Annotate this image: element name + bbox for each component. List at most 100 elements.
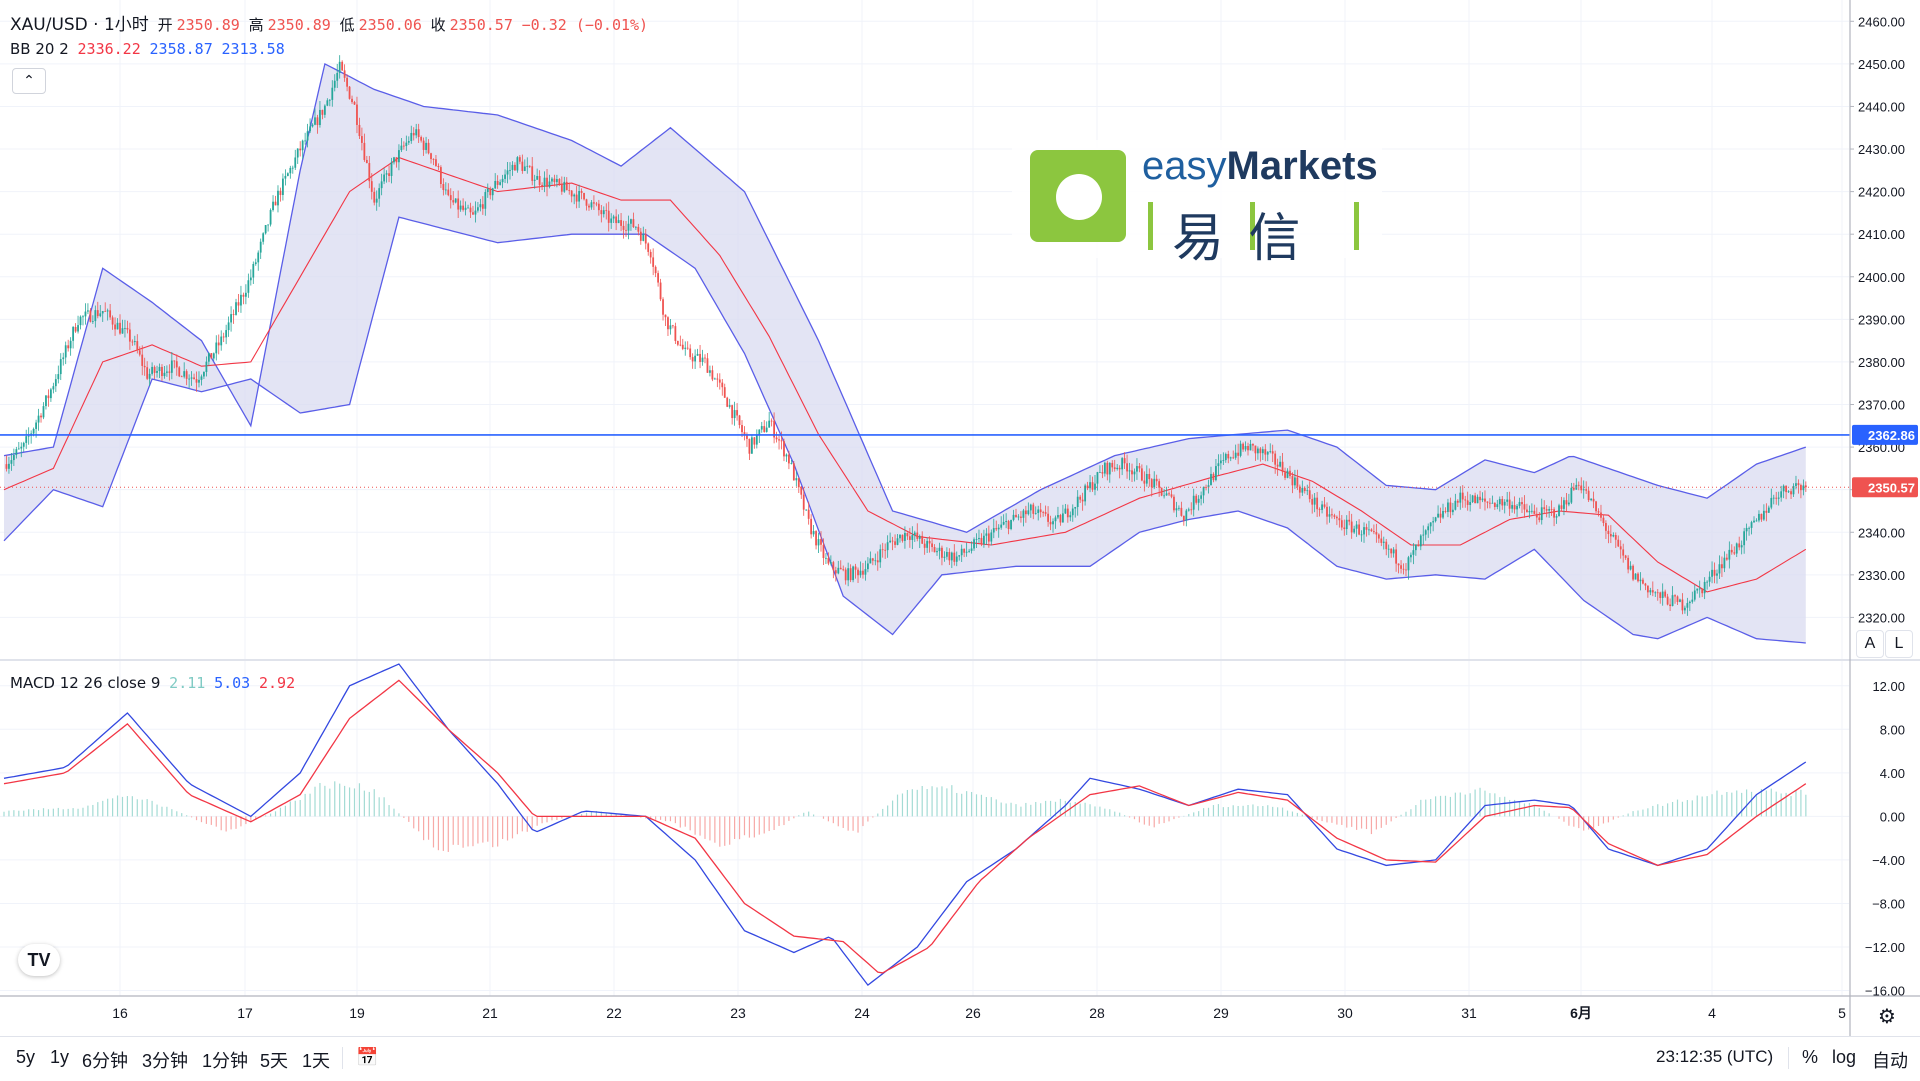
candle <box>770 418 773 427</box>
candle <box>1039 502 1042 518</box>
candle <box>1605 520 1607 539</box>
range-1min[interactable]: 1分钟 <box>202 1051 249 1071</box>
candle <box>1108 462 1111 483</box>
candle <box>523 159 526 172</box>
candle <box>1096 471 1099 491</box>
candle <box>212 352 215 361</box>
candle <box>259 238 262 259</box>
candle <box>230 306 232 332</box>
candle <box>965 542 968 557</box>
range-1d[interactable]: 1天 <box>302 1051 331 1071</box>
candle <box>541 182 543 190</box>
candle <box>412 127 415 141</box>
settings-gear-icon[interactable]: ⚙ <box>1878 1004 1896 1028</box>
candle <box>188 374 191 389</box>
tradingview-logo[interactable]: TV <box>18 944 60 976</box>
percent-toggle[interactable]: % <box>1802 1047 1819 1067</box>
candle <box>849 564 852 583</box>
candle <box>1548 506 1551 518</box>
price-tick-label: 2460.00 <box>1858 14 1905 29</box>
range-6min[interactable]: 6分钟 <box>82 1051 129 1071</box>
price-tick-label: 2320.00 <box>1858 610 1905 625</box>
candle <box>970 541 973 554</box>
clock-time[interactable]: 23:12:35 (UTC) <box>1656 1047 1774 1066</box>
candle <box>595 201 598 207</box>
candle <box>474 201 477 223</box>
candle <box>277 185 279 213</box>
candle <box>1464 495 1467 508</box>
candle <box>326 98 329 107</box>
auto-toggle[interactable]: 自动 <box>1872 1051 1908 1071</box>
calendar-range-icon[interactable]: 📅 <box>356 1047 379 1067</box>
candle <box>1027 502 1030 516</box>
candle <box>153 365 156 380</box>
chart-canvas[interactable]: 2320.002330.002340.002350.002360.002370.… <box>0 0 1920 1036</box>
candle <box>1089 475 1091 493</box>
candle <box>472 205 474 215</box>
bb-legend[interactable]: BB 20 2 2336.22 2358.87 2313.58 <box>10 40 289 58</box>
candle <box>420 135 423 143</box>
candle <box>282 173 284 201</box>
range-5d[interactable]: 5天 <box>260 1051 289 1071</box>
candle <box>257 250 260 271</box>
candle <box>447 183 450 197</box>
candle <box>1168 491 1170 497</box>
collapse-legend-button[interactable]: ⌃ <box>12 68 46 94</box>
candle <box>597 199 600 216</box>
candle <box>1368 520 1370 536</box>
candle <box>222 332 225 343</box>
log-scale-button[interactable]: L <box>1885 630 1913 658</box>
candle <box>1328 506 1331 523</box>
candle <box>985 528 988 545</box>
candle <box>790 459 793 465</box>
candle <box>733 401 736 426</box>
candle <box>284 169 287 186</box>
range-5y[interactable]: 5y <box>16 1047 36 1067</box>
candle <box>1728 541 1731 569</box>
open-label: 开 <box>157 16 173 34</box>
candle <box>309 118 311 134</box>
range-1y[interactable]: 1y <box>50 1047 70 1067</box>
candle <box>521 154 524 174</box>
macd-legend[interactable]: MACD 12 26 close 9 2.11 5.03 2.92 <box>10 674 299 692</box>
candle <box>279 187 282 202</box>
candle <box>1629 561 1632 571</box>
candle <box>240 285 242 313</box>
candle <box>207 352 210 366</box>
candle <box>1646 585 1649 598</box>
candle <box>575 186 578 209</box>
candle <box>538 170 541 192</box>
symbol-title[interactable]: XAU/USD · 1小时 <box>10 15 149 35</box>
range-3min[interactable]: 3分钟 <box>142 1051 189 1071</box>
candle <box>1434 516 1437 523</box>
auto-scale-button[interactable]: A <box>1856 630 1884 658</box>
candle <box>331 80 334 107</box>
time-tick-label: 19 <box>349 1005 365 1021</box>
candle <box>1261 446 1264 460</box>
candle <box>913 530 916 542</box>
candle <box>84 303 87 325</box>
macd-line <box>3 663 1807 987</box>
candle <box>1725 553 1728 561</box>
candle <box>1780 485 1783 502</box>
candle <box>491 187 494 201</box>
candle <box>1432 516 1435 532</box>
candle <box>1224 452 1227 463</box>
candle <box>1414 544 1417 556</box>
candle <box>992 518 995 539</box>
candle <box>1570 482 1573 505</box>
candle <box>262 232 265 245</box>
candle <box>1459 486 1462 510</box>
candle <box>1180 501 1183 517</box>
candle <box>1471 494 1474 504</box>
candle <box>1511 501 1514 513</box>
log-toggle[interactable]: log <box>1832 1047 1857 1067</box>
candle <box>173 360 176 369</box>
candle <box>1153 471 1156 490</box>
candle <box>978 529 980 543</box>
candle <box>1091 476 1094 492</box>
candle <box>1015 508 1017 518</box>
candle <box>1533 504 1536 515</box>
candle <box>578 184 581 208</box>
candle <box>1688 600 1691 612</box>
